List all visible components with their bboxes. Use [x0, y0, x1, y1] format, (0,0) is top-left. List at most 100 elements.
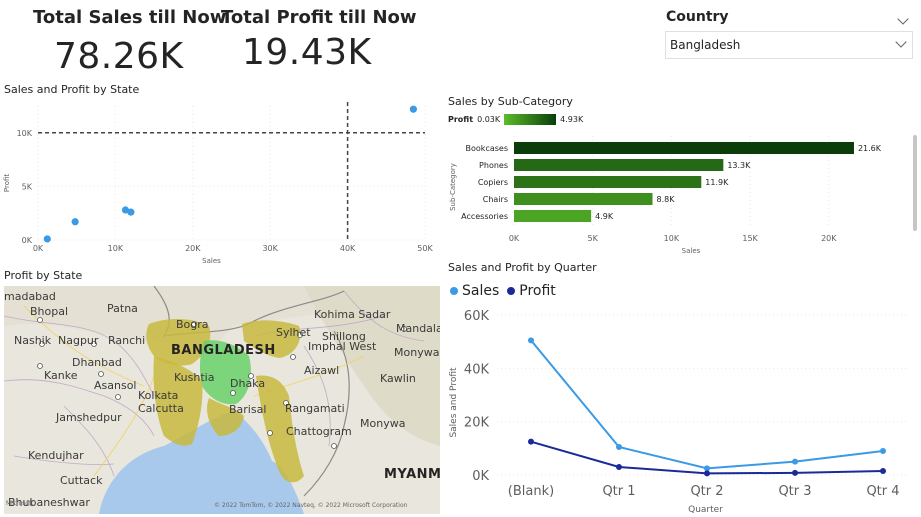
line-x-tick: Qtr 2: [690, 484, 723, 499]
line-y-tick: 20K: [464, 416, 490, 431]
map-label-monywa-2: Monywa: [360, 417, 406, 430]
map-label-barisal: Barisal: [229, 403, 267, 416]
line-point-profit: [792, 469, 798, 476]
scatter-y-tick: 0K: [22, 236, 33, 245]
map-label-kendujhar: Kendujhar: [28, 449, 84, 462]
scatter-x-tick: 30K: [262, 244, 278, 253]
map-label-bhubaneshwar: Bhubaneshwar: [8, 496, 90, 509]
line-legend: Sales Profit: [450, 283, 556, 299]
line-x-tick: Qtr 3: [778, 484, 811, 499]
map-label-calcutta: Calcutta: [138, 402, 184, 415]
line-x-label: Quarter: [688, 505, 723, 515]
map-label-aizawl: Aizawl: [304, 364, 340, 377]
scatter-point: [43, 235, 51, 243]
line-chart: 0K 20K 40K 60K (Blank) Qtr 1 Qtr 2 Qtr 3 Qtr 4 Qu…: [449, 309, 906, 515]
bar-category-label: Chairs: [483, 195, 508, 204]
line-point-sales: [528, 337, 534, 344]
bar-value-label: 21.6K: [858, 144, 882, 153]
scatter-x-tick: 20K: [185, 244, 201, 253]
map-label-kolkata: Kolkata: [138, 389, 179, 402]
bar-category-label: Phones: [479, 161, 508, 170]
map-label-kohima: Kohima Sadar: [314, 308, 391, 321]
map-label-cuttack: Cuttack: [60, 474, 103, 487]
map-label-patna: Patna: [107, 302, 138, 315]
legend-label-profit: Profit: [519, 283, 556, 299]
total-sales-title: Total Sales till Now: [33, 7, 227, 28]
bar-x-tick: 0K: [509, 234, 520, 243]
line-point-sales: [792, 458, 798, 465]
legend-label-sales: Sales: [462, 283, 500, 299]
bar-x-label: Sales: [682, 247, 701, 255]
total-profit-value: 19.43K: [242, 32, 372, 73]
scatter-chart: 0K 10K 20K 30K 40K 50K 0K 5K 10K Sales Profit: [3, 102, 433, 265]
total-sales-value: 78.26K: [54, 36, 184, 77]
selected-country: Bangladesh: [670, 38, 741, 52]
bar-legend-gradient: [504, 113, 557, 125]
map-label-myanmar: MYANMA: [384, 467, 440, 482]
map-label-sylhet: Sylhet: [276, 326, 311, 339]
scatter-point: [121, 206, 130, 214]
map-title: Profit by State: [4, 269, 83, 282]
map-label-bangladesh: BANGLADESH: [171, 343, 276, 358]
bar-value-label: 4.9K: [595, 212, 614, 221]
line-title: Sales and Profit by Quarter: [448, 261, 597, 274]
map-label-dhanbad: Dhanbad: [72, 356, 122, 369]
bar-value-label: 11.9K: [705, 178, 729, 187]
scatter-y-label: Profit: [3, 174, 11, 193]
line-point-profit: [616, 464, 622, 470]
chevron-down-icon[interactable]: [897, 13, 909, 25]
map-label-kanke: Kanke: [44, 369, 78, 382]
scatter-x-tick: 0K: [33, 244, 44, 253]
slicer-title: Country: [666, 9, 729, 25]
line-point-sales: [616, 444, 622, 450]
scatter-x-tick: 40K: [340, 244, 356, 253]
scatter-y-tick: 5K: [22, 182, 33, 191]
scatter-x-tick: 50K: [417, 244, 433, 253]
line-point-sales: [880, 448, 886, 454]
microsoft-logo: Microsoft: [6, 500, 34, 507]
line-y-tick: 60K: [464, 309, 490, 324]
bar-legend-label: Profit: [448, 114, 474, 124]
bar-x-tick: 15K: [742, 234, 758, 243]
bar-value-label: 8.8K: [657, 195, 676, 204]
map-label-shillong: Shillong: [322, 330, 366, 343]
bar-value-label: 13.3K: [727, 161, 751, 170]
profit-map[interactable]: madabad Bhopal Patna Bogra Sylhet Kohima…: [4, 286, 440, 514]
map-label-nagpur: Nagpur: [58, 334, 99, 347]
bar-legend: Profit 0.03K 4.93K: [448, 112, 583, 126]
bar-title: Sales by Sub-Category: [448, 95, 573, 108]
bar-x-tick: 10K: [664, 234, 680, 243]
line-point-profit: [528, 438, 534, 445]
map-label-rangamati: Rangamati: [285, 402, 345, 415]
legend-dot-sales: [450, 287, 458, 295]
line-x-tick: (Blank): [508, 484, 554, 499]
bar-category-label: Accessories: [461, 212, 508, 221]
country-dropdown[interactable]: Bangladesh: [665, 31, 913, 59]
map-label-ranchi: Ranchi: [108, 334, 146, 347]
map-label-kawlin: Kawlin: [380, 372, 416, 385]
map-label-bogra: Bogra: [176, 318, 209, 331]
bar-legend-max: 4.93K: [560, 114, 584, 124]
map-label-dhaka: Dhaka: [230, 377, 266, 390]
map-label-nashik: Nashik: [14, 334, 52, 347]
bar-accessories: [514, 210, 592, 222]
bar-phones: [514, 159, 724, 171]
bar-y-label: Sub-Category: [449, 163, 457, 211]
bar-category-label: Copiers: [478, 178, 508, 187]
legend-dot-profit: [507, 287, 516, 295]
map-canvas: [4, 286, 440, 514]
map-label-jamshedpur: Jamshedpur: [56, 411, 122, 424]
map-label-mandalay: Mandalay: [396, 322, 440, 335]
line-y-tick: 0K: [472, 469, 489, 484]
scatter-y-tick: 10K: [17, 129, 33, 138]
line-point-profit: [880, 468, 886, 474]
map-label-monywa: Monywa: [394, 346, 440, 359]
bar-legend-min: 0.03K: [477, 114, 501, 124]
scatter-x-label: Sales: [202, 257, 221, 265]
bar-scrollbar[interactable]: [913, 135, 917, 231]
map-copyright[interactable]: © 2022 TomTom, © 2022 Navteq, © 2022 Mic…: [214, 502, 408, 509]
map-label-ahmedabad: madabad: [4, 290, 56, 303]
map-label-asansol: Asansol: [94, 379, 137, 392]
total-profit-title: Total Profit till Now: [221, 7, 417, 28]
map-label-kushtia: Kushtia: [174, 371, 215, 384]
